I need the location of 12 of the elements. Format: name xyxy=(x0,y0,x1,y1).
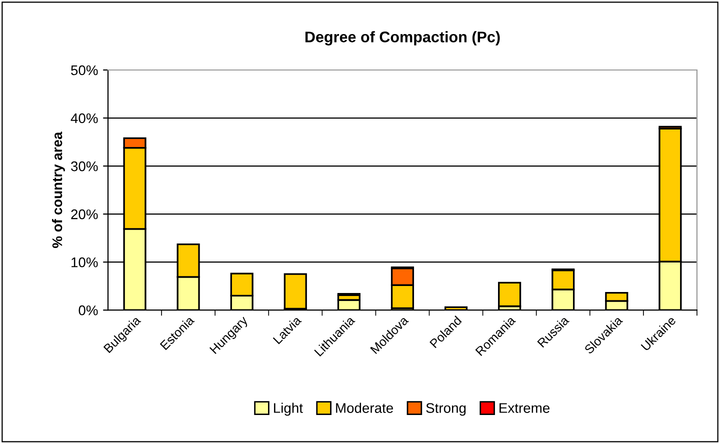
chart-title: Degree of Compaction (Pc) xyxy=(305,31,500,46)
y-tick-label: 30% xyxy=(71,161,98,172)
y-tick-label: 0% xyxy=(78,305,98,316)
y-tick-label: 10% xyxy=(72,257,98,268)
legend-label: Light xyxy=(274,402,303,416)
y-tick-label: 20% xyxy=(71,209,98,220)
y-tick-label: 50% xyxy=(71,65,98,76)
y-tick-label: 40% xyxy=(70,113,98,124)
legend-label: Strong xyxy=(426,403,466,416)
legend-label: Moderate xyxy=(336,402,394,413)
legend-label: Extreme xyxy=(500,403,550,413)
y-axis-title: % of country area xyxy=(52,132,65,248)
